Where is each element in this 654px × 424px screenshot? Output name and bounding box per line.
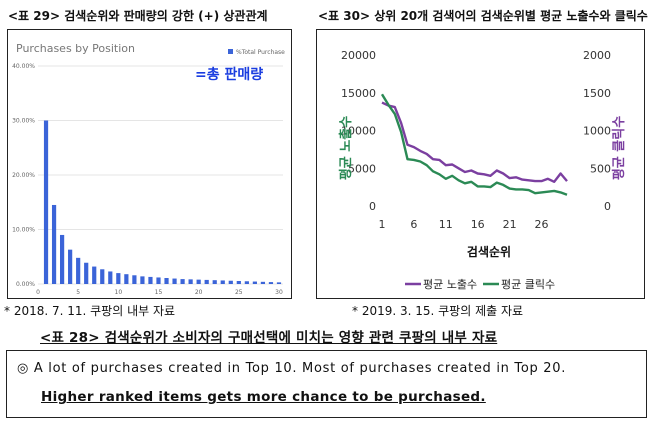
bar: [220, 280, 225, 284]
bar: [116, 273, 121, 284]
summary-box: ◎ A lot of purchases created in Top 10. …: [6, 350, 647, 418]
bar: [84, 262, 89, 284]
x-tick-label: 0: [36, 289, 40, 296]
bar: [140, 276, 145, 284]
y2-tick-label: 500: [590, 162, 611, 175]
legend-swatch: [228, 49, 233, 54]
right-source-note: * 2019. 3. 15. 쿠팡의 제출 자료: [352, 304, 524, 318]
x-tick-label: 26: [534, 218, 548, 231]
x-tick-label: 1: [379, 218, 386, 231]
y-axis-label-impressions: 평균 노출수: [338, 116, 354, 180]
y2-tick-label: 2000: [583, 49, 611, 62]
bar: [124, 274, 129, 284]
purchases-by-position-chart: Purchases by Position %Total Purchase =총…: [12, 42, 285, 296]
bar: [100, 269, 105, 284]
legend-label-impressions: 평균 노출수: [423, 278, 477, 291]
x-tick-label: 6: [410, 218, 417, 231]
y-tick-label: 15000: [341, 87, 376, 100]
y2-axis-label-clicks: 평균 클릭수: [611, 116, 627, 180]
bar: [148, 276, 153, 284]
y2-tick-label: 0: [604, 200, 611, 213]
bar: [236, 281, 241, 284]
bar: [244, 281, 249, 284]
x-tick-label: 11: [439, 218, 453, 231]
y-tick-label: 10.00%: [12, 227, 35, 234]
series-line-impressions: [381, 101, 568, 184]
bar: [188, 279, 193, 284]
bar: [68, 249, 73, 284]
bar: [156, 277, 161, 284]
bar: [172, 278, 177, 284]
y-tick-label: 20.00%: [12, 172, 35, 179]
x-tick-label: 21: [503, 218, 517, 231]
x-tick-label: 25: [235, 289, 243, 296]
bar: [43, 120, 49, 284]
legend: 평균 노출수 평균 클릭수: [405, 278, 555, 291]
bar: [59, 234, 65, 284]
bar: [260, 281, 266, 284]
right-figure-title: <표 30> 상위 20개 검색어의 검색순위별 평균 노출수와 클릭수: [318, 9, 648, 23]
summary-line-2: Higher ranked items gets more chance to …: [41, 389, 486, 405]
bar: [268, 282, 274, 284]
bar: [276, 282, 282, 284]
bar: [196, 279, 201, 284]
summary-line-1: ◎ A lot of purchases created in Top 10. …: [17, 361, 567, 376]
y-tick-label: 20000: [341, 49, 376, 62]
bar: [180, 279, 185, 284]
left-chart-frame: Purchases by Position %Total Purchase =총…: [7, 29, 292, 299]
bar: [92, 266, 97, 284]
bar: [252, 281, 257, 284]
chart-title: Purchases by Position: [16, 42, 135, 55]
left-source-note: * 2018. 7. 11. 쿠팡의 내부 자료: [4, 304, 176, 318]
bar: [212, 280, 217, 284]
y2-tick-label: 1500: [583, 87, 611, 100]
bar: [164, 278, 169, 284]
bar: [132, 275, 137, 284]
x-axis-label: 검색순위: [467, 244, 511, 259]
x-tick-label: 5: [76, 289, 80, 296]
legend-label-clicks: 평균 클릭수: [501, 278, 555, 291]
x-tick-label: 20: [195, 289, 203, 296]
x-tick-label: 30: [275, 289, 283, 296]
table-caption: <표 28> 검색순위가 소비자의 구매선택에 미치는 영향 관련 쿠팡의 내부…: [40, 330, 498, 346]
y-tick-label: 10000: [341, 125, 376, 138]
x-tick-label: 16: [471, 218, 485, 231]
x-tick-label: 10: [115, 289, 123, 296]
y2-tick-label: 1000: [583, 125, 611, 138]
bar: [204, 279, 209, 284]
left-figure-title: <표 29> 검색순위와 판매량의 강한 (+) 상관관계: [8, 9, 268, 23]
series-line-clicks: [380, 93, 568, 196]
bar: [76, 257, 81, 284]
bar: [51, 204, 57, 284]
y-tick-label: 40.00%: [12, 63, 35, 70]
y-tick-label: 5000: [348, 162, 376, 175]
bar: [108, 271, 113, 284]
y-tick-label: 30.00%: [12, 118, 35, 125]
y-tick-label: 0: [369, 200, 376, 213]
legend-label: %Total Purchase: [236, 49, 285, 56]
x-tick-label: 15: [155, 289, 163, 296]
y-tick-label: 0.00%: [16, 281, 35, 288]
total-purchase-annotation: =총 판매량: [195, 67, 263, 83]
bar: [228, 280, 233, 284]
